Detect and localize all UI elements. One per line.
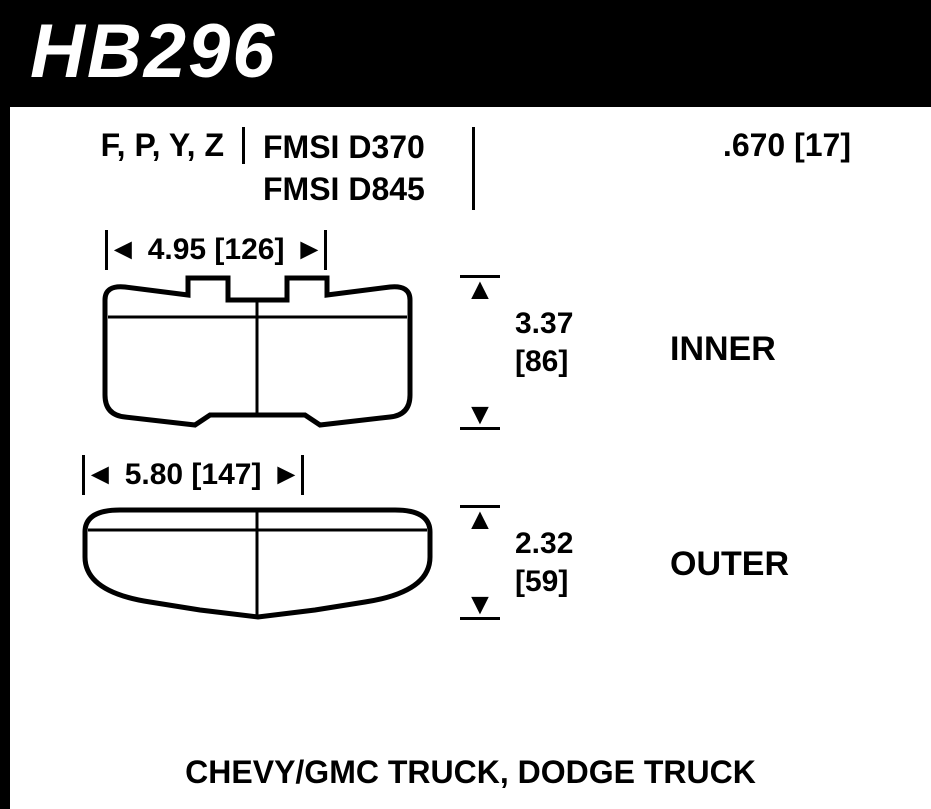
- inner-width-dim: ◄ 4.95 [126] ►: [105, 230, 415, 270]
- arrow-left-icon: ◄: [108, 235, 138, 265]
- inner-height-mm: [86]: [515, 343, 573, 381]
- content-area: F, P, Y, Z FMSI D370 FMSI D845 .670 [17]…: [0, 107, 931, 809]
- outer-width-label: 5.80 [147]: [115, 458, 272, 492]
- fmsi-2: FMSI D845: [263, 169, 472, 211]
- outer-label: OUTER: [670, 545, 789, 584]
- inner-height-in: 3.37: [515, 305, 573, 343]
- spec-row: F, P, Y, Z FMSI D370 FMSI D845 .670 [17]: [50, 127, 901, 210]
- outer-width-dim: ◄ 5.80 [147] ►: [82, 455, 437, 495]
- outer-height-label: 2.32 [59]: [515, 525, 573, 600]
- arrow-up-icon: ▲: [465, 278, 495, 302]
- part-number: HB296: [30, 8, 901, 95]
- arrow-left-icon: ◄: [85, 460, 115, 490]
- inner-width-label: 4.95 [126]: [138, 233, 295, 267]
- arrow-right-icon: ►: [294, 235, 324, 265]
- arrow-down-icon: ▼: [465, 593, 495, 617]
- application-text: CHEVY/GMC TRUCK, DODGE TRUCK: [10, 754, 931, 791]
- diagram-area: ◄ 4.95 [126] ► ▲ ▼ 3.37 [86] INNER ◄: [50, 230, 901, 700]
- arrow-up-icon: ▲: [465, 508, 495, 532]
- inner-height-dim: ▲ ▼: [460, 275, 500, 430]
- dim-tick: [324, 230, 327, 270]
- outer-height-in: 2.32: [515, 525, 573, 563]
- fmsi-1: FMSI D370: [263, 127, 472, 169]
- inner-pad-shape: [80, 275, 435, 430]
- outer-height-dim: ▲ ▼: [460, 505, 500, 620]
- compounds: F, P, Y, Z: [50, 127, 245, 164]
- inner-height-label: 3.37 [86]: [515, 305, 573, 380]
- dim-tick: [301, 455, 304, 495]
- header-bar: HB296: [0, 0, 931, 107]
- dim-tick: [460, 617, 500, 620]
- inner-label: INNER: [670, 330, 776, 369]
- outer-pad-shape: [65, 502, 450, 622]
- thickness: .670 [17]: [475, 127, 901, 164]
- dim-tick: [460, 427, 500, 430]
- arrow-right-icon: ►: [271, 460, 301, 490]
- outer-height-mm: [59]: [515, 563, 573, 601]
- fmsi-list: FMSI D370 FMSI D845: [245, 127, 475, 210]
- arrow-down-icon: ▼: [465, 403, 495, 427]
